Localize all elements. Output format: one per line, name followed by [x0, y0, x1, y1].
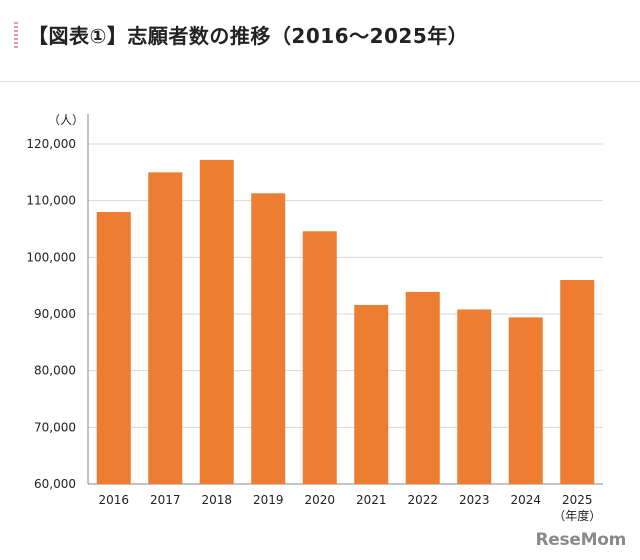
y-tick-label: 100,000 — [26, 250, 76, 264]
bar-2017 — [148, 172, 183, 484]
x-tick-label: 2016 — [98, 493, 129, 507]
y-tick-label: 80,000 — [34, 364, 76, 378]
bar-2019 — [251, 193, 286, 485]
bar-2023 — [457, 309, 492, 484]
x-tick-label: 2019 — [253, 493, 284, 507]
x-tick-label: 2022 — [407, 493, 438, 507]
x-axis-unit-label: （年度） — [553, 508, 601, 523]
bar-chart: 120,000 110,000 100,000 90,000 80,000 70,000 6… — [26, 113, 603, 523]
y-tick-label: 70,000 — [34, 420, 76, 434]
x-tick-label: 2017 — [150, 493, 181, 507]
y-tick-label: 120,000 — [26, 137, 76, 151]
x-tick-label: 2021 — [356, 493, 387, 507]
chart-header: 【図表①】志願者数の推移（2016〜2025年） — [0, 0, 640, 82]
x-tick-label: 2023 — [459, 493, 490, 507]
bar-2021 — [354, 304, 389, 484]
bar-2022 — [405, 291, 440, 484]
x-tick-label: 2024 — [510, 493, 541, 507]
x-tick-label: 2020 — [304, 493, 335, 507]
x-tick-label: 2025 — [562, 493, 593, 507]
x-tick-label: 2018 — [201, 493, 232, 507]
title-accent-bar — [14, 22, 18, 50]
chart-title: 【図表①】志願者数の推移（2016〜2025年） — [28, 24, 469, 48]
bar-2024 — [508, 317, 543, 484]
y-tick-label: 60,000 — [34, 477, 76, 491]
bar-2016 — [96, 212, 131, 484]
bar-2025 — [560, 280, 595, 484]
resemom-logo: ReseMom — [535, 530, 627, 550]
bar-2020 — [302, 231, 337, 484]
y-tick-label: 90,000 — [34, 307, 76, 321]
y-axis-unit-label: （人） — [48, 113, 84, 127]
y-tick-label: 110,000 — [26, 194, 76, 208]
bar-2018 — [199, 159, 234, 484]
